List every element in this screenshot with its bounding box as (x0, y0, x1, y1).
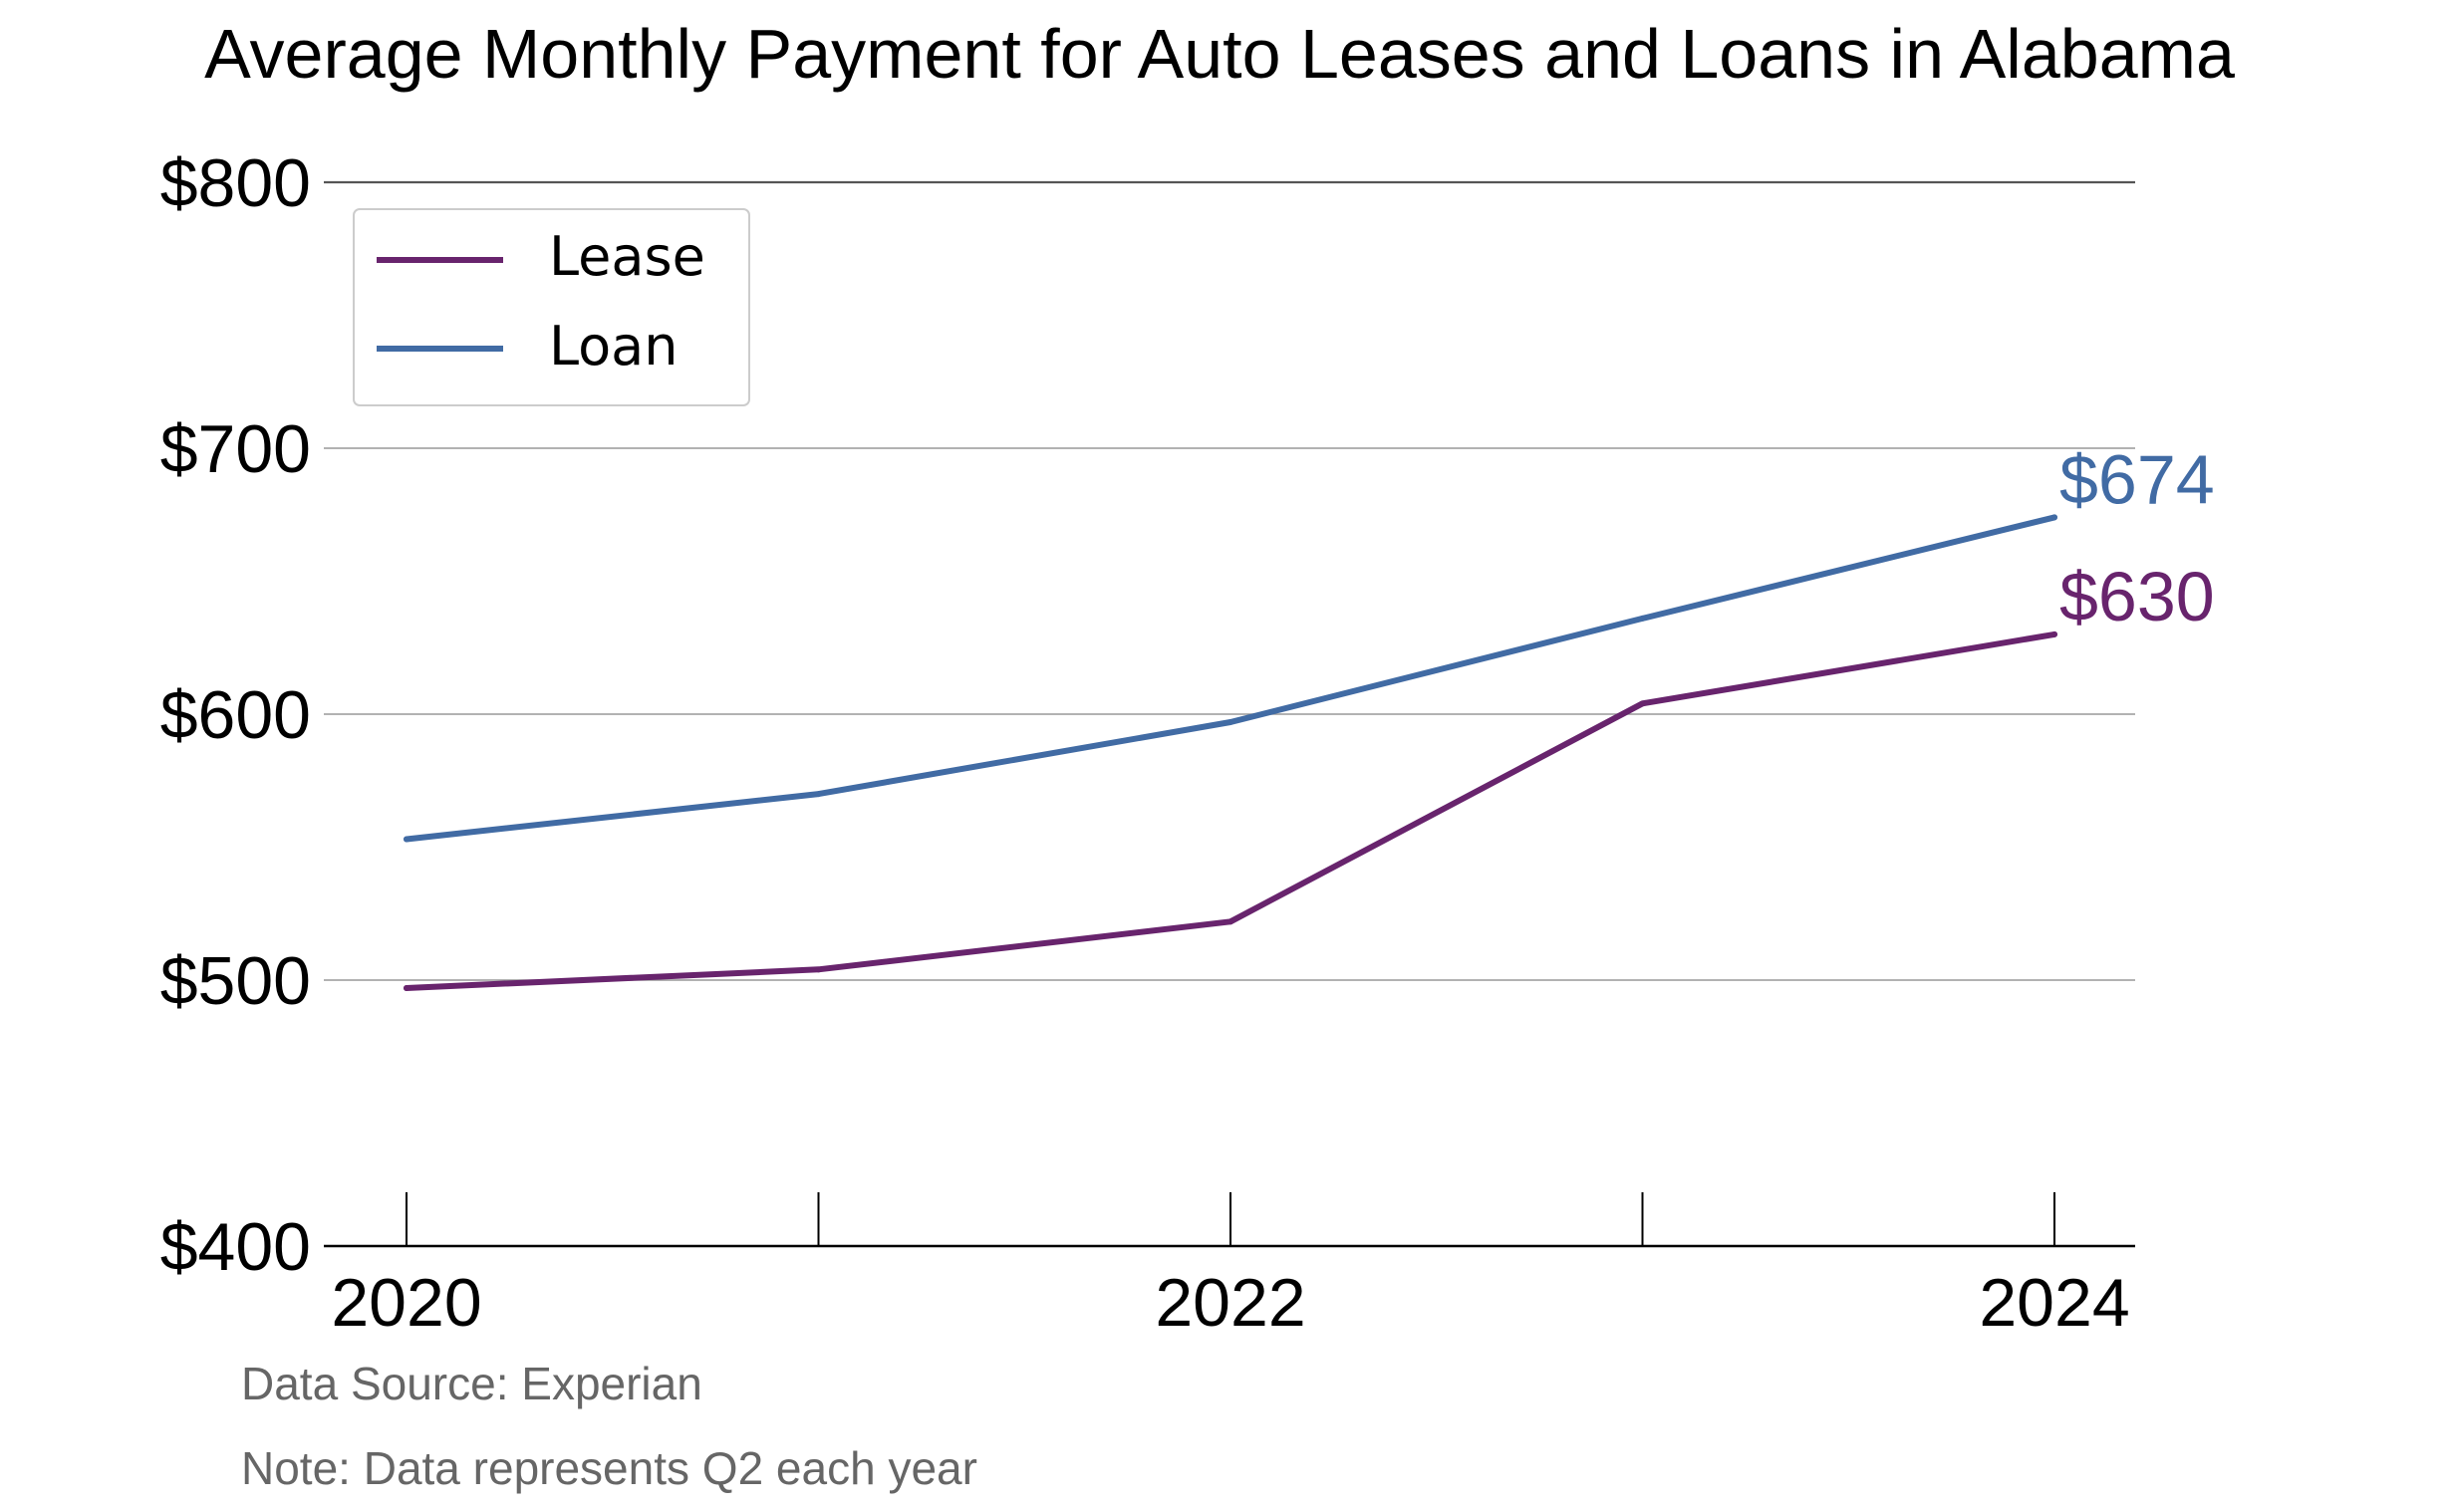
x-tick-label: 2020 (331, 1265, 481, 1341)
y-tick-label: $600 (160, 677, 311, 753)
data-point-lease (1227, 918, 1233, 925)
data-point-loan (1227, 719, 1233, 726)
legend: Lease Loan (353, 208, 750, 406)
y-tick-label: $500 (160, 943, 311, 1019)
series-lines (404, 514, 2057, 992)
end-label-loan: $674 (2059, 440, 2215, 518)
data-point-lease (404, 985, 409, 992)
legend-label-lease: Lease (549, 225, 705, 288)
x-axis: 2020 2022 2024 (324, 1192, 2135, 1341)
data-point-lease (2051, 630, 2057, 637)
y-axis-ticks: $400 $500 $600 $700 $800 (160, 145, 311, 1285)
data-point-lease (1639, 700, 1646, 707)
legend-label-loan: Loan (549, 315, 679, 378)
grid-lines (324, 180, 2135, 981)
x-tick-label: 2022 (1155, 1265, 1305, 1341)
end-label-lease: $630 (2059, 558, 2215, 635)
data-point-loan (815, 791, 822, 798)
x-tick-label: 2024 (1979, 1265, 2129, 1341)
end-labels: $630 $674 (2059, 440, 2215, 634)
y-tick-label: $700 (160, 411, 311, 487)
data-point-loan (1639, 615, 1646, 622)
y-tick-label: $400 (160, 1209, 311, 1285)
chart-title: Average Monthly Payment for Auto Leases … (204, 15, 2235, 93)
footnote-note: Note: Data represents Q2 each year (241, 1442, 977, 1494)
y-tick-label: $800 (160, 145, 311, 221)
data-point-lease (815, 966, 822, 973)
data-point-loan (2051, 514, 2057, 521)
footnote-source: Data Source: Experian (241, 1358, 702, 1409)
data-point-loan (404, 836, 409, 843)
